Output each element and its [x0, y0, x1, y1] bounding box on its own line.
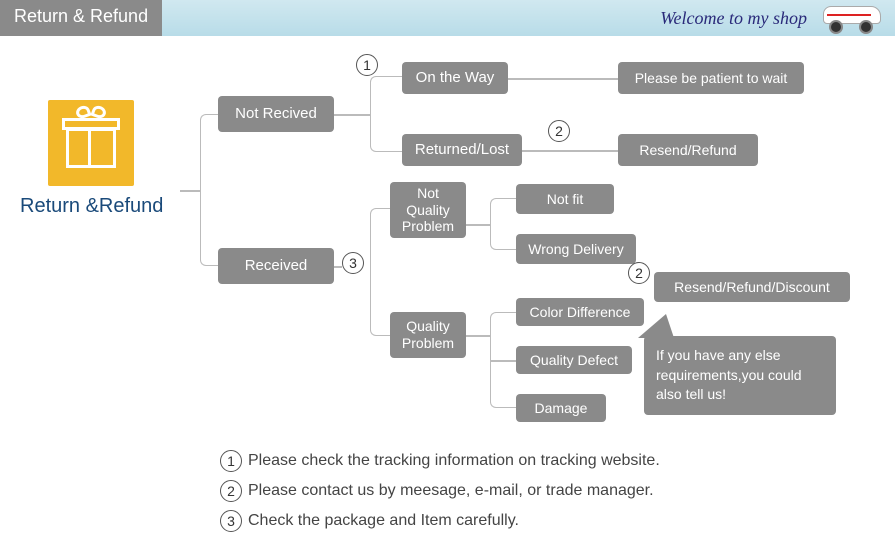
node-not-fit: Not fit: [516, 184, 614, 214]
node-resend-refund: Resend/Refund: [618, 134, 758, 166]
connector-rcv: [370, 208, 390, 336]
legend-text-3: Check the package and Item carefully.: [248, 512, 519, 530]
legend-1: 1 Please check the tracking information …: [220, 450, 660, 472]
main-label: Return &Refund: [20, 195, 163, 218]
node-patient: Please be patient to wait: [618, 62, 804, 94]
header-title: Return & Refund: [0, 0, 162, 36]
circle-1a: 1: [356, 54, 378, 76]
connector-nq: [490, 198, 516, 250]
node-resend-refund-discount: Resend/Refund/Discount: [654, 272, 850, 302]
circle-2b: 2: [628, 262, 650, 284]
connector-q-in: [466, 335, 490, 337]
speech-bubble: If you have any else requirements,you co…: [644, 336, 836, 415]
header-welcome: Welcome to my shop: [660, 8, 807, 29]
gift-icon: [48, 100, 134, 186]
legend-circle-3: 3: [220, 510, 242, 532]
connector-rcv-in: [334, 266, 342, 268]
node-not-received: Not Recived: [218, 96, 334, 132]
legend-3: 3 Check the package and Item carefully.: [220, 510, 519, 532]
node-on-the-way: On the Way: [402, 62, 508, 94]
node-quality: Quality Problem: [390, 312, 466, 358]
legend-text-2: Please contact us by meesage, e-mail, or…: [248, 482, 654, 500]
circle-3a: 3: [342, 252, 364, 274]
connector-nr-in: [334, 114, 370, 116]
node-not-quality: Not Quality Problem: [390, 182, 466, 238]
hline-resend: [522, 150, 618, 152]
connector-root-in: [180, 190, 200, 192]
hline-patient: [508, 78, 618, 80]
node-quality-defect: Quality Defect: [516, 346, 632, 374]
connector-nr: [370, 76, 402, 152]
legend-text-1: Please check the tracking information on…: [248, 452, 660, 470]
legend-circle-1: 1: [220, 450, 242, 472]
page-header: Return & Refund Welcome to my shop: [0, 0, 895, 36]
speech-tail: [638, 314, 674, 338]
node-received: Received: [218, 248, 334, 284]
car-icon: [815, 0, 895, 36]
connector-q-mid: [490, 360, 516, 362]
legend-circle-2: 2: [220, 480, 242, 502]
node-color-diff: Color Difference: [516, 298, 644, 326]
node-wrong-delivery: Wrong Delivery: [516, 234, 636, 264]
node-damage: Damage: [516, 394, 606, 422]
legend-2: 2 Please contact us by meesage, e-mail, …: [220, 480, 654, 502]
node-returned-lost: Returned/Lost: [402, 134, 522, 166]
connector-nq-in: [466, 224, 490, 226]
connector-root: [200, 114, 218, 266]
circle-2a: 2: [548, 120, 570, 142]
